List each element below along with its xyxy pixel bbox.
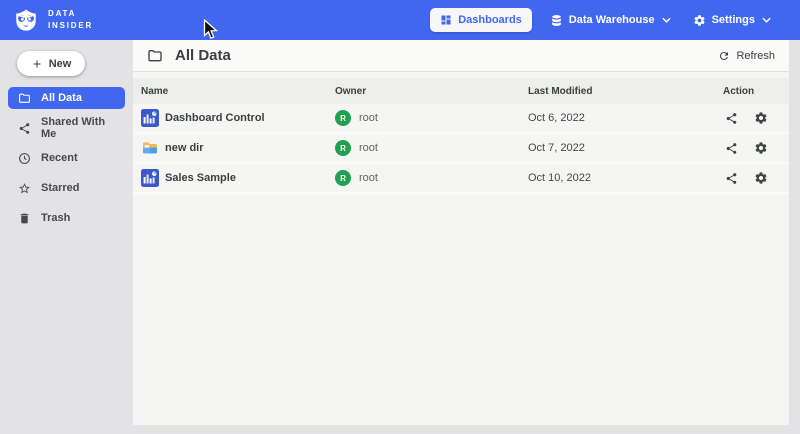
sidebar-item-label: All Data — [41, 92, 82, 104]
panel-header: All Data Refresh — [133, 40, 789, 72]
new-button-label: New — [48, 57, 72, 70]
brand: DATA INSIDER — [13, 7, 93, 33]
share-icon — [18, 122, 31, 135]
database-icon — [550, 14, 563, 27]
content-panel: All Data Refresh Name Owner Last Modifie… — [133, 40, 789, 425]
owner-avatar: R — [335, 110, 351, 126]
settings-gear-icon[interactable] — [754, 171, 768, 185]
data-table: Name Owner Last Modified Action — [133, 78, 789, 194]
trash-icon — [18, 212, 31, 225]
top-bar: DATA INSIDER Dashboards Data — [0, 0, 800, 40]
sidebar: New All Data Shared With Me Recent — [0, 40, 133, 434]
sidebar-item-all-data[interactable]: All Data — [8, 87, 125, 109]
row-name-cell[interactable]: Sales Sample — [141, 169, 335, 187]
sidebar-item-label: Recent — [41, 152, 78, 164]
refresh-label: Refresh — [736, 49, 775, 62]
column-header-action: Action — [723, 85, 755, 97]
dashboards-button[interactable]: Dashboards — [430, 8, 532, 32]
folder-file-icon — [141, 139, 159, 157]
settings-gear-icon[interactable] — [754, 111, 768, 125]
row-name-cell[interactable]: new dir — [141, 139, 335, 157]
last-modified: Oct 6, 2022 — [528, 112, 585, 124]
star-icon — [18, 182, 31, 195]
chevron-down-icon — [661, 17, 671, 23]
owner-name: root — [359, 142, 378, 154]
settings-label: Settings — [711, 14, 755, 26]
share-icon[interactable] — [725, 112, 738, 125]
column-header-name: Name — [141, 85, 169, 97]
data-warehouse-label: Data Warehouse — [568, 14, 655, 26]
brand-title: DATA INSIDER — [48, 9, 94, 30]
sidebar-item-shared-with-me[interactable]: Shared With Me — [8, 116, 125, 140]
table-row[interactable]: Dashboard Control R root Oct 6, 2022 — [133, 104, 789, 134]
top-nav: Dashboards Data Warehouse — [430, 8, 775, 32]
settings-gear-icon[interactable] — [754, 141, 768, 155]
column-header-owner: Owner — [335, 85, 367, 97]
row-owner-cell: R root — [335, 110, 528, 126]
sidebar-item-starred[interactable]: Starred — [8, 177, 125, 199]
refresh-icon — [718, 50, 730, 62]
file-name: new dir — [165, 142, 204, 154]
table-row[interactable]: Sales Sample R root Oct 10, 2022 — [133, 164, 789, 194]
last-modified: Oct 7, 2022 — [528, 142, 585, 154]
dashboard-file-icon — [141, 169, 159, 187]
folder-icon — [18, 92, 31, 105]
folder-icon — [147, 48, 163, 64]
row-actions — [723, 171, 789, 185]
row-owner-cell: R root — [335, 170, 528, 186]
sidebar-item-label: Trash — [41, 212, 71, 224]
column-header-last-modified: Last Modified — [528, 85, 593, 97]
dashboard-file-icon — [141, 109, 159, 127]
file-name: Sales Sample — [165, 172, 236, 184]
share-icon[interactable] — [725, 172, 738, 185]
plus-icon — [31, 58, 43, 70]
sidebar-item-label: Shared With Me — [41, 116, 106, 140]
body-row: New All Data Shared With Me Recent — [0, 40, 800, 434]
page-title: All Data — [175, 47, 231, 64]
clock-icon — [18, 152, 31, 165]
share-icon[interactable] — [725, 142, 738, 155]
row-owner-cell: R root — [335, 140, 528, 156]
dashboard-grid-icon — [440, 14, 452, 26]
sidebar-item-trash[interactable]: Trash — [8, 207, 125, 229]
data-warehouse-menu[interactable]: Data Warehouse — [546, 8, 675, 32]
refresh-button[interactable]: Refresh — [718, 50, 775, 62]
gear-icon — [693, 14, 706, 27]
file-name: Dashboard Control — [165, 112, 265, 124]
dashboards-label: Dashboards — [458, 14, 522, 26]
owl-logo-icon — [13, 7, 39, 33]
row-actions — [723, 111, 789, 125]
row-name-cell[interactable]: Dashboard Control — [141, 109, 335, 127]
sidebar-item-label: Starred — [41, 182, 80, 194]
main-area: All Data Refresh Name Owner Last Modifie… — [133, 40, 800, 434]
owner-name: root — [359, 112, 378, 124]
new-button[interactable]: New — [17, 51, 85, 76]
row-actions — [723, 141, 789, 155]
owner-name: root — [359, 172, 378, 184]
settings-menu[interactable]: Settings — [689, 8, 775, 32]
table-row[interactable]: new dir R root Oct 7, 2022 — [133, 134, 789, 164]
table-header-row: Name Owner Last Modified Action — [133, 78, 789, 104]
owner-avatar: R — [335, 140, 351, 156]
table-body: Dashboard Control R root Oct 6, 2022 — [133, 104, 789, 194]
last-modified: Oct 10, 2022 — [528, 172, 591, 184]
chevron-down-icon — [762, 17, 771, 23]
owner-avatar: R — [335, 170, 351, 186]
sidebar-item-recent[interactable]: Recent — [8, 147, 125, 169]
